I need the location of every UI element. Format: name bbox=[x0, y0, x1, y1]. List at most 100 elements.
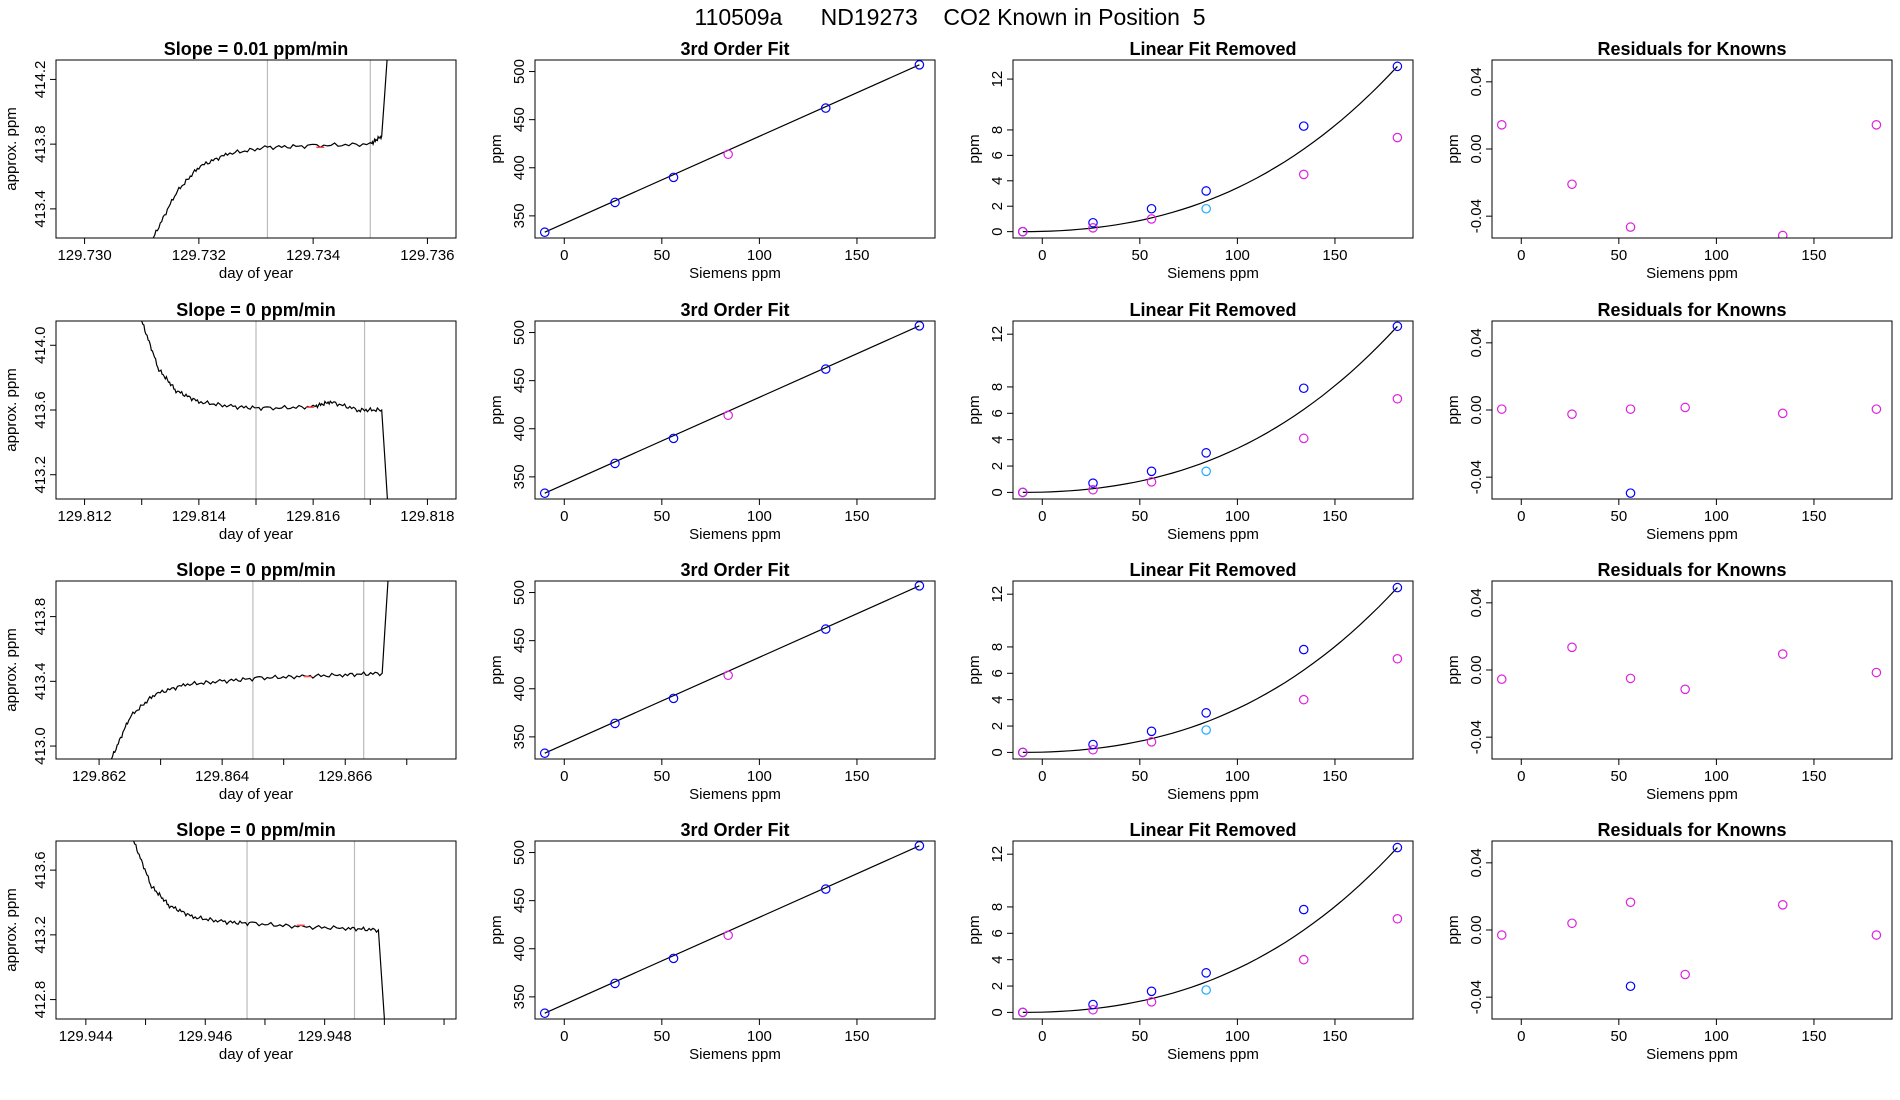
x-tick-label: 129.736 bbox=[400, 247, 454, 264]
panel-title: Slope = 0.01 ppm/min bbox=[164, 39, 349, 59]
y-tick-label: 0 bbox=[989, 227, 1006, 235]
y-tick-label: 450 bbox=[511, 368, 528, 393]
x-tick-label: 150 bbox=[1322, 768, 1347, 785]
x-tick-label: 100 bbox=[747, 247, 772, 264]
y-tick-label: 413.0 bbox=[32, 727, 49, 765]
plot-data bbox=[539, 321, 925, 499]
point-magenta bbox=[1496, 674, 1507, 685]
point-magenta bbox=[1392, 913, 1403, 924]
y-tick-label: 0.04 bbox=[1468, 848, 1485, 877]
x-tick-label: 129.864 bbox=[195, 768, 249, 785]
y-tick-label: 450 bbox=[511, 107, 528, 132]
x-tick-label: 0 bbox=[1038, 1028, 1046, 1045]
x-axis-label: Siemens ppm bbox=[1167, 526, 1259, 543]
point-blue bbox=[668, 693, 679, 704]
x-tick-label: 100 bbox=[1704, 1028, 1729, 1045]
panel-title: Slope = 0 ppm/min bbox=[176, 300, 336, 320]
y-axis-label: ppm bbox=[1445, 915, 1462, 944]
y-tick-label: 6 bbox=[989, 151, 1006, 159]
point-blue bbox=[668, 172, 679, 183]
fit-line bbox=[544, 64, 920, 233]
point-blue bbox=[1298, 644, 1309, 655]
point-blue bbox=[1201, 968, 1211, 978]
x-axis-label: Siemens ppm bbox=[1167, 786, 1259, 803]
plot-data bbox=[1017, 842, 1403, 1018]
x-axis-label: Siemens ppm bbox=[689, 786, 781, 803]
point-cyan bbox=[1201, 203, 1211, 214]
x-tick-label: 100 bbox=[1225, 508, 1250, 525]
y-axis-label: approx. ppm bbox=[3, 628, 20, 711]
y-tick-label: 0 bbox=[989, 488, 1006, 496]
y-axis-label: ppm bbox=[1445, 395, 1462, 424]
y-tick-label: 2 bbox=[989, 982, 1006, 990]
x-tick-label: 0 bbox=[1517, 247, 1525, 264]
x-tick-label: 100 bbox=[1704, 508, 1729, 525]
x-tick-label: 100 bbox=[1704, 768, 1729, 785]
y-tick-label: 413.8 bbox=[32, 125, 49, 163]
x-axis-label: Siemens ppm bbox=[1646, 786, 1738, 803]
point-blue bbox=[820, 884, 831, 894]
point-magenta bbox=[723, 149, 733, 160]
y-tick-label: 500 bbox=[511, 840, 528, 865]
trace-line bbox=[110, 581, 389, 759]
point-blue bbox=[610, 197, 620, 208]
y-tick-label: 500 bbox=[511, 59, 528, 84]
plot-data bbox=[110, 581, 389, 759]
x-tick-label: 50 bbox=[1131, 768, 1148, 785]
x-axis-label: Siemens ppm bbox=[689, 1046, 781, 1063]
point-blue bbox=[539, 227, 550, 238]
x-axis-label: day of year bbox=[219, 265, 293, 282]
x-axis-label: Siemens ppm bbox=[1646, 1046, 1738, 1063]
y-tick-label: 4 bbox=[989, 435, 1006, 443]
y-tick-label: 12 bbox=[989, 326, 1006, 343]
point-cyan bbox=[1201, 466, 1211, 477]
x-tick-label: 0 bbox=[1038, 247, 1046, 264]
point-blue bbox=[1146, 726, 1157, 737]
plot-frame bbox=[55, 840, 457, 1020]
point-magenta bbox=[1088, 484, 1098, 495]
plot-frame bbox=[534, 320, 936, 500]
panel-r4c3: 0 50 100 150 0 2 4 6 8 12 Linear Fit Removed Siemen… bbox=[966, 820, 1414, 1063]
point-magenta bbox=[1496, 404, 1507, 414]
figure-title: 110509a ND19273 CO2 Known in Position 5 bbox=[694, 4, 1206, 30]
point-magenta bbox=[1871, 404, 1882, 414]
x-tick-label: 0 bbox=[1038, 508, 1046, 525]
point-blue bbox=[1088, 478, 1098, 488]
x-axis-label: Siemens ppm bbox=[1167, 265, 1259, 282]
point-magenta bbox=[1777, 900, 1788, 910]
x-tick-label: 100 bbox=[747, 1028, 772, 1045]
y-tick-label: 400 bbox=[511, 676, 528, 701]
point-blue bbox=[1088, 999, 1098, 1010]
y-tick-label: 6 bbox=[989, 409, 1006, 417]
point-magenta bbox=[1146, 477, 1157, 487]
trace-line bbox=[133, 841, 385, 1019]
panel-title: 3rd Order Fit bbox=[680, 820, 789, 840]
y-tick-label: 412.8 bbox=[32, 981, 49, 1019]
y-axis-label: ppm bbox=[488, 134, 505, 163]
point-magenta bbox=[1088, 744, 1098, 755]
plot-data bbox=[141, 321, 388, 499]
point-magenta bbox=[1496, 120, 1507, 130]
plot-frame bbox=[1012, 580, 1414, 760]
y-tick-label: 413.6 bbox=[32, 851, 49, 889]
x-axis-label: Siemens ppm bbox=[1167, 1046, 1259, 1063]
x-tick-label: 0 bbox=[560, 508, 568, 525]
fit-line bbox=[544, 325, 920, 494]
point-magenta bbox=[1017, 226, 1028, 237]
plot-data bbox=[1017, 321, 1403, 498]
y-tick-label: 2 bbox=[989, 202, 1006, 210]
point-magenta bbox=[1298, 694, 1309, 705]
x-tick-label: 50 bbox=[1610, 247, 1627, 264]
plot-frame bbox=[1012, 320, 1414, 500]
point-magenta bbox=[1625, 673, 1636, 684]
x-tick-label: 50 bbox=[1131, 1028, 1148, 1045]
x-tick-label: 0 bbox=[1517, 1028, 1525, 1045]
x-tick-label: 150 bbox=[844, 768, 869, 785]
point-blue bbox=[1392, 582, 1403, 593]
point-blue bbox=[1298, 121, 1309, 131]
x-tick-label: 150 bbox=[1322, 1028, 1347, 1045]
x-tick-label: 50 bbox=[1610, 1028, 1627, 1045]
point-magenta bbox=[723, 930, 733, 941]
panel-r2c3: 0 50 100 150 0 2 4 6 8 12 Linear Fit Removed Siemen… bbox=[966, 300, 1414, 543]
y-tick-label: -0.04 bbox=[1468, 460, 1485, 494]
